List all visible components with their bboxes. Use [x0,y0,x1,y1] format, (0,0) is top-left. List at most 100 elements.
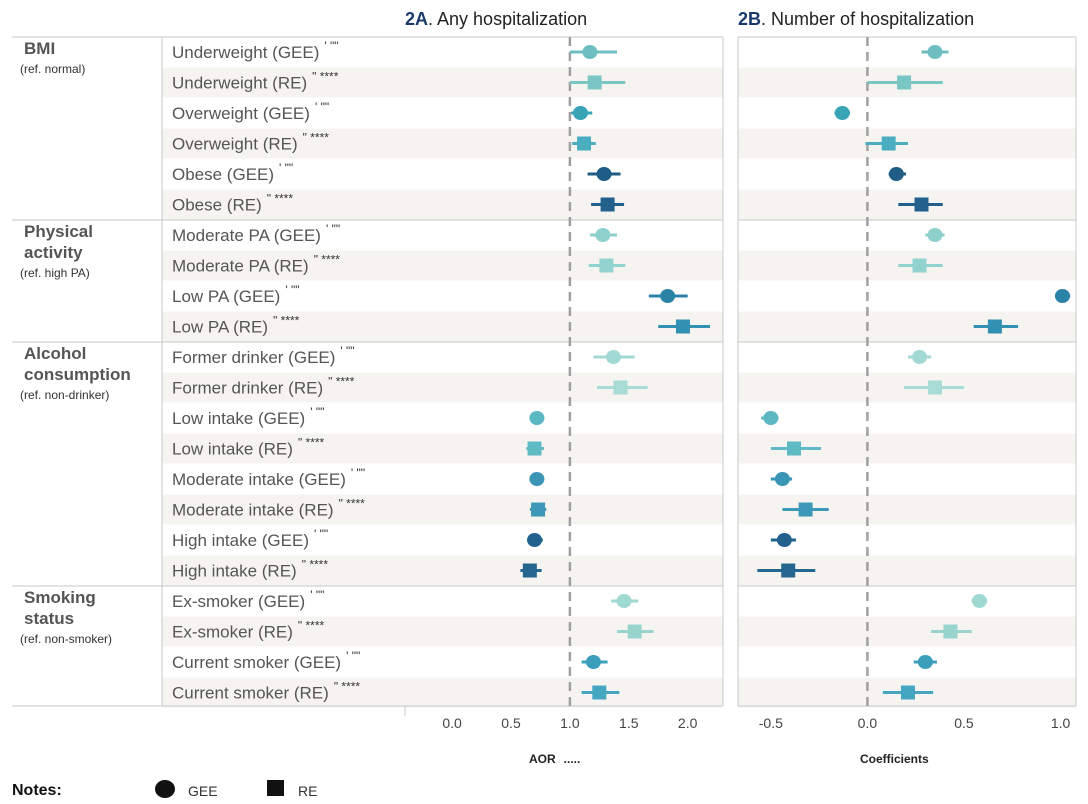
row-stripe-left [162,433,723,464]
panel-2a: 0.0 0.5 1.0 1.5 2.0 [442,37,711,731]
group-title: Alcohol [24,344,86,363]
row-significance-mark: " **** [302,558,329,572]
x-tick-label: 1.5 [619,715,639,731]
row-stripe-left [162,67,723,98]
row-label: Current smoker (RE) [172,684,329,703]
x-tick-label: 0.0 [858,715,878,731]
group-title: BMI [24,39,55,58]
row-label: Underweight (GEE) [172,43,319,62]
point-estimate-square [881,136,896,151]
row-label: Moderate PA (GEE) [172,226,321,245]
point-estimate-square [613,380,628,395]
point-estimate-circle [927,45,943,59]
row-label: Low PA (GEE) [172,287,280,306]
row-significance-mark: ' "" [326,222,340,236]
panel-titles: 2A. Any hospitalization 2B. Number of ho… [405,9,974,29]
group-reference: (ref. normal) [20,62,85,76]
point-estimate-square [599,258,614,273]
axes: AOR..... Coefficients [529,752,929,766]
point-estimate-circle [605,350,621,364]
row-stripe-left [162,128,723,159]
point-estimate-circle [888,167,904,181]
point-estimate-square [781,563,796,578]
panel-2a-title: 2A. Any hospitalization [405,9,587,29]
row-significance-mark: ' "" [340,344,354,358]
point-estimate-circle [529,472,545,486]
point-estimate-circle [763,411,779,425]
row-stripes [162,67,1076,708]
row-label: Low intake (GEE) [172,409,305,428]
point-estimate-square [798,502,813,517]
row-significance-mark: " **** [267,192,294,206]
point-estimate-square [928,380,943,395]
row-labels: Underweight (GEE) ' "" Underweight (RE) " *… [172,39,365,703]
point-estimate-square [600,197,615,212]
point-estimate-circle [595,228,611,242]
group-labels: BMI (ref. normal) Physical activity (ref. hi… [20,39,131,646]
row-significance-mark: ' "" [346,649,360,663]
point-estimate-square [592,685,607,700]
x-tick-label: 0.5 [954,715,974,731]
point-estimate-square [675,319,690,334]
point-estimate-square [787,441,802,456]
x-tick-label: 0.0 [442,715,462,731]
point-estimate-square [914,197,929,212]
point-estimate-circle [971,594,987,608]
row-label: Former drinker (RE) [172,379,323,398]
row-significance-mark: " **** [298,619,325,633]
point-estimate-circle [596,167,612,181]
panel-2b-xlabel: Coefficients [860,752,929,766]
group-title: consumption [24,365,131,384]
row-label: Moderate PA (RE) [172,257,309,276]
notes-label: Notes: [12,782,62,799]
row-label: Underweight (RE) [172,74,307,93]
point-estimate-circle [660,289,676,303]
point-estimate-circle [585,655,601,669]
legend-re-marker [267,780,284,796]
point-estimate-circle [529,411,545,425]
row-significance-mark: ' "" [315,100,329,114]
row-label: High intake (RE) [172,562,297,581]
panel-2b: -0.5 0.0 0.5 1.0 [757,37,1070,731]
point-estimate-circle [834,106,850,120]
panel-2a-xlabel: AOR..... [529,752,580,766]
x-tick-label: 1.0 [560,715,580,731]
point-estimate-square [987,319,1002,334]
row-stripe-left [162,189,723,220]
group-title: Physical [24,222,93,241]
point-estimate-square [627,624,642,639]
row-stripe-left [162,250,723,281]
point-estimate-circle [917,655,933,669]
point-estimate-square [900,685,915,700]
row-significance-mark: ' "" [310,588,324,602]
point-estimate-circle [572,106,588,120]
point-estimate-circle [776,533,792,547]
notes-legend: Notes: GEE RE [12,780,317,799]
row-significance-mark: " **** [312,70,339,84]
point-estimate-square [897,75,912,90]
panel-2b-title: 2B. Number of hospitalization [738,9,974,29]
legend-gee-label: GEE [188,783,218,799]
row-significance-mark: " **** [328,375,355,389]
group-title: status [24,609,74,628]
row-significance-mark: ' "" [351,466,365,480]
row-stripe-right [738,616,1076,647]
point-estimate-square [531,502,546,517]
row-label: Moderate intake (RE) [172,501,334,520]
row-stripe-left [162,677,723,708]
row-label: Low PA (RE) [172,318,268,337]
row-significance-mark: " **** [334,680,361,694]
row-significance-mark: " **** [303,131,330,145]
row-significance-mark: " **** [273,314,300,328]
row-label: Ex-smoker (GEE) [172,592,305,611]
row-significance-mark: ' "" [279,161,293,175]
row-label: Ex-smoker (RE) [172,623,293,642]
point-estimate-circle [1054,289,1070,303]
row-significance-mark: ' "" [310,405,324,419]
row-stripe-left [162,555,723,586]
point-estimate-circle [527,533,543,547]
row-label: Low intake (RE) [172,440,293,459]
group-reference: (ref. non-drinker) [20,388,109,402]
point-estimate-square [577,136,592,151]
